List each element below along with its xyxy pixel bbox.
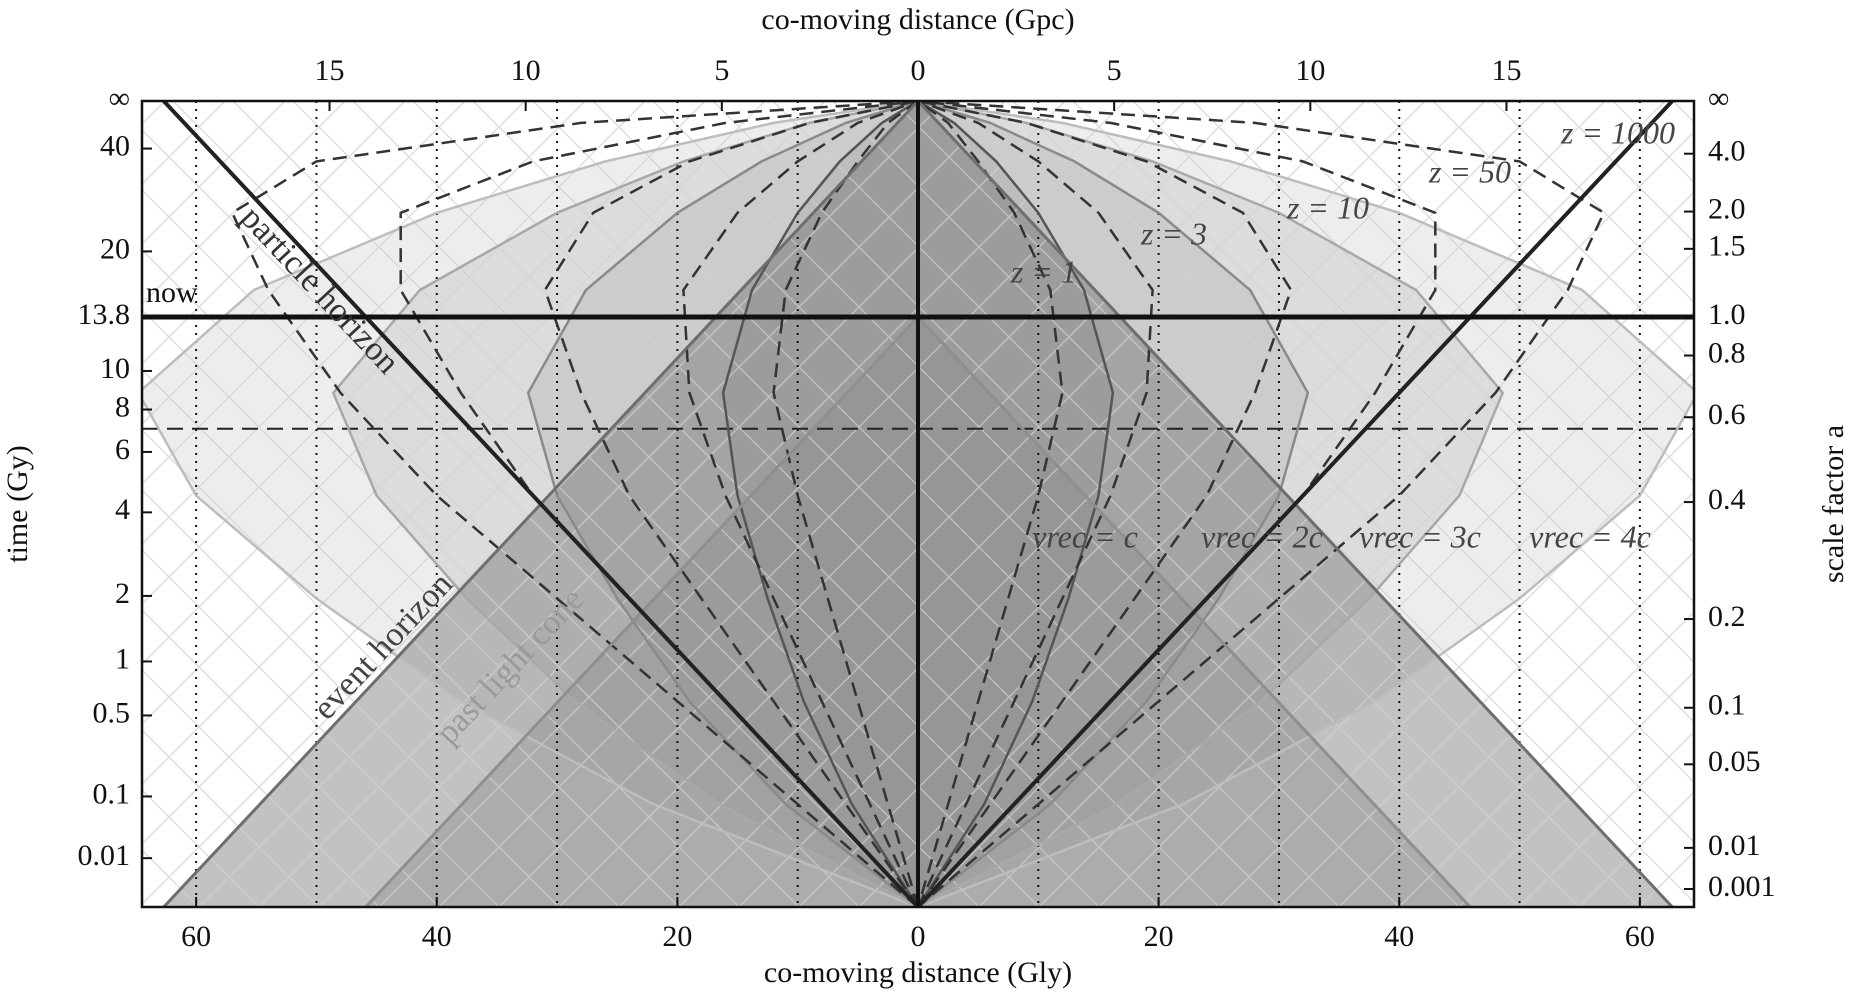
redshift-label: z = 1 <box>1010 253 1077 289</box>
y-tick-label: 0.5 <box>93 696 131 729</box>
x-tick-label: 60 <box>1625 920 1655 953</box>
horizon-line <box>162 101 1674 907</box>
redshift-curve <box>230 101 1606 907</box>
x-tick-label: 20 <box>662 920 692 953</box>
now-label: now <box>146 276 198 309</box>
y-tick-label: ∞ <box>109 82 130 115</box>
hubble-sphere <box>331 101 1505 907</box>
y-tick-label: 6 <box>115 433 130 466</box>
redshift-label: z = 3 <box>1140 215 1207 251</box>
redshift-label: z = 50 <box>1428 153 1511 189</box>
y2-tick-label: 0.1 <box>1708 689 1746 722</box>
x-tick-label: 60 <box>181 920 211 953</box>
y-tick-label: 8 <box>115 390 130 423</box>
y2-tick-label: ∞ <box>1708 82 1729 115</box>
y2-tick-label: 0.6 <box>1708 398 1746 431</box>
x2-tick-label: 0 <box>911 54 926 87</box>
x-tick-label: 20 <box>1144 920 1174 953</box>
y2-tick-label: 0.001 <box>1708 870 1776 903</box>
y-tick-label: 10 <box>100 352 130 385</box>
redshift-curve <box>682 101 1154 907</box>
redshift-curve <box>772 101 1064 907</box>
y2-tick-label: 0.4 <box>1708 483 1746 516</box>
y-tick-label: 13.8 <box>78 298 131 331</box>
y2-tick-label: 4.0 <box>1708 135 1746 168</box>
y2-tick-label: 1.0 <box>1708 298 1746 331</box>
redshift-curve <box>543 101 1293 907</box>
y2-tick-label: 2.0 <box>1708 192 1746 225</box>
x2-tick-label: 15 <box>1491 54 1521 87</box>
x2-tick-label: 10 <box>1295 54 1325 87</box>
y-tick-label: 1 <box>115 642 130 675</box>
hubble-sphere-label: vrec = 2c <box>1201 518 1323 554</box>
y-tick-label: 4 <box>115 493 130 526</box>
hubble-sphere-label: vrec = 3c <box>1359 518 1481 554</box>
x-tick-label: 40 <box>422 920 452 953</box>
left-axis-title: time (Gy) <box>1 445 34 562</box>
redshift-label: z = 1000 <box>1560 114 1675 150</box>
y2-tick-label: 1.5 <box>1708 230 1746 263</box>
bottom-axis-title: co-moving distance (Gly) <box>764 956 1072 989</box>
top-axis-title: co-moving distance (Gpc) <box>761 3 1074 36</box>
y2-tick-label: 0.01 <box>1708 829 1761 862</box>
redshift-label: z = 10 <box>1286 189 1369 225</box>
right-axis-title: scale factor a <box>1817 425 1850 583</box>
hubble-sphere-label: vrec = 4c <box>1529 518 1651 554</box>
horizon-line <box>162 101 1674 907</box>
y-tick-label: 0.01 <box>78 839 131 872</box>
y-tick-label: 0.1 <box>93 777 131 810</box>
x2-tick-label: 5 <box>1107 54 1122 87</box>
x2-tick-label: 5 <box>714 54 729 87</box>
x2-tick-label: 15 <box>315 54 345 87</box>
x-tick-label: 0 <box>911 920 926 953</box>
y-tick-label: 2 <box>115 577 130 610</box>
x2-tick-label: 10 <box>511 54 541 87</box>
plot-area <box>142 101 1694 907</box>
hubble-sphere <box>142 101 1694 907</box>
x-tick-label: 40 <box>1384 920 1414 953</box>
y2-tick-label: 0.8 <box>1708 336 1746 369</box>
hubble-sphere-label: vrec = c <box>1032 518 1138 554</box>
y-tick-label: 20 <box>100 232 130 265</box>
y2-tick-label: 0.2 <box>1708 600 1746 633</box>
y-tick-label: 40 <box>100 129 130 162</box>
y2-tick-label: 0.05 <box>1708 745 1761 778</box>
